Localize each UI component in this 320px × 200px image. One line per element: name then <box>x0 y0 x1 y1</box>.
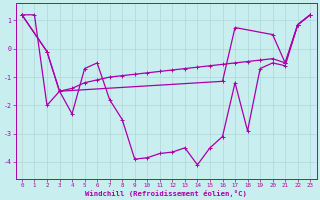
X-axis label: Windchill (Refroidissement éolien,°C): Windchill (Refroidissement éolien,°C) <box>85 190 247 197</box>
